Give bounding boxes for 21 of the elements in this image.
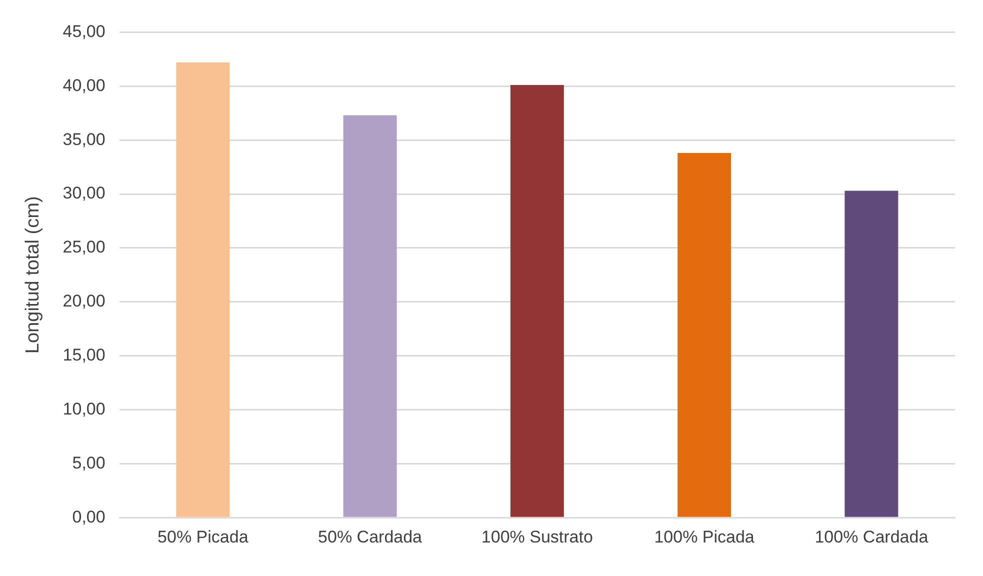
y-tick-label: 25,00 [62, 238, 106, 257]
x-tick-label: 50% Picada [158, 527, 249, 546]
bar [343, 115, 397, 517]
y-axis-title: Longitud total (cm) [22, 196, 44, 354]
x-tick-label: 50% Cardada [318, 527, 423, 546]
y-tick-label: 20,00 [62, 292, 106, 311]
y-tick-label: 40,00 [62, 76, 106, 95]
x-tick-label: 100% Sustrato [481, 527, 593, 546]
y-tick-label: 30,00 [62, 184, 106, 203]
x-tick-label: 100% Cardada [814, 527, 929, 546]
y-tick-label: 5,00 [72, 453, 106, 472]
x-tick-label: 100% Picada [654, 527, 755, 546]
y-tick-label: 35,00 [62, 130, 106, 149]
bar [176, 62, 230, 517]
bar [678, 153, 732, 517]
bar [510, 85, 564, 517]
y-tick-label: 45,00 [62, 22, 106, 41]
y-tick-label: 10,00 [62, 399, 106, 418]
y-tick-label: 0,00 [72, 507, 106, 526]
y-tick-label: 15,00 [62, 345, 106, 364]
bar [844, 190, 898, 517]
